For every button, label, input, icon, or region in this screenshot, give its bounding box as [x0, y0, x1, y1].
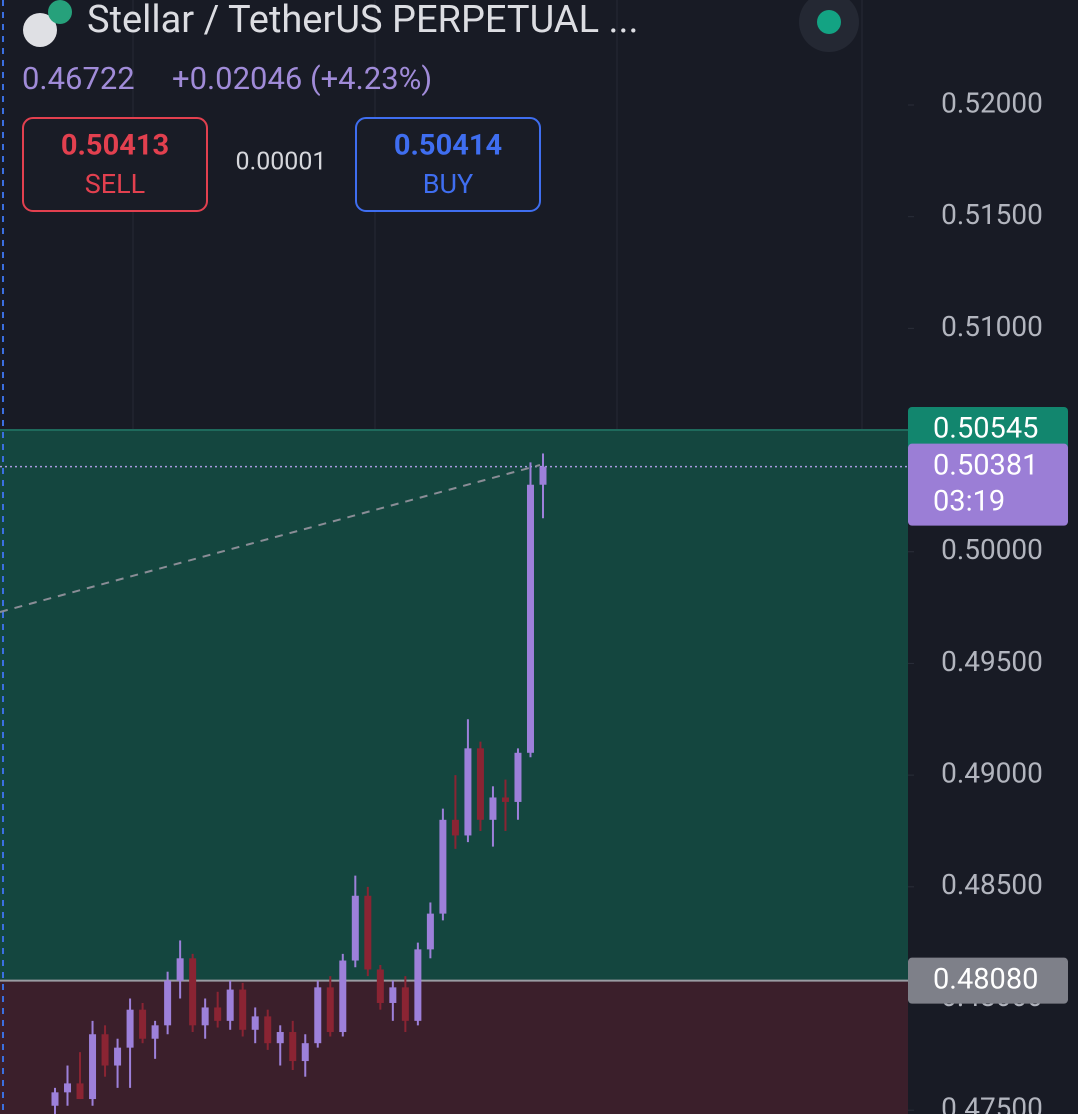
last-price-text: 0.50381 — [933, 448, 1038, 482]
candle-body — [264, 1016, 272, 1044]
profit-zone — [0, 430, 908, 981]
candle-body — [101, 1034, 109, 1066]
price-axis: 0.475000.480000.485000.490000.495000.500… — [908, 0, 1078, 1114]
spread: 0.00001 — [236, 148, 327, 177]
candle-body — [414, 949, 422, 1021]
last-price: 0.46722 — [22, 60, 135, 97]
symbol-title: Stellar / TetherUS PERPETUAL ... — [87, 0, 639, 42]
candle-body — [514, 752, 522, 802]
y-tick-label: 0.49500 — [941, 645, 1043, 678]
candle-body — [439, 819, 447, 914]
candle-body — [301, 1043, 309, 1062]
candle-body — [251, 1016, 259, 1030]
candle-body — [364, 895, 372, 970]
candle-body — [89, 1034, 97, 1100]
candle-body — [139, 1009, 147, 1039]
candle-body — [126, 1009, 134, 1048]
candle-body — [201, 1007, 209, 1026]
trend-line — [0, 464, 541, 613]
axis-bg — [908, 0, 1078, 1114]
y-tick-label: 0.51000 — [941, 310, 1043, 343]
candle-body — [426, 913, 434, 950]
candle-body — [489, 797, 497, 820]
take-profit-text: 0.50545 — [933, 412, 1038, 446]
buy-label: BUY — [423, 168, 474, 200]
candle-body — [389, 987, 397, 1003]
candle-body — [214, 1007, 222, 1021]
y-tick-label: 0.52000 — [941, 86, 1043, 119]
candle-body — [314, 987, 322, 1044]
sell-button[interactable] — [22, 117, 208, 212]
candle-body — [76, 1083, 84, 1100]
candle-body — [189, 958, 197, 1026]
last-price-tag — [908, 443, 1068, 526]
candle-body — [226, 989, 234, 1021]
tether-icon — [48, 0, 72, 24]
buy-button[interactable] — [355, 117, 541, 212]
stop-loss-text: 0.48080 — [933, 962, 1038, 996]
candle-body — [539, 466, 547, 485]
candle-body — [164, 980, 172, 1026]
sell-price: 0.50413 — [61, 129, 169, 163]
loss-zone — [0, 980, 908, 1114]
candle-body — [239, 989, 247, 1030]
candle-body — [376, 969, 384, 1003]
plot — [51, 453, 547, 1114]
candle-body — [339, 960, 347, 1033]
candle-body — [51, 1092, 59, 1106]
candle-body — [151, 1025, 159, 1039]
y-tick-label: 0.49000 — [941, 757, 1043, 790]
price-change: +0.02046 (+4.23%) — [172, 60, 432, 97]
candle-body — [176, 958, 184, 981]
candle-body — [289, 1032, 297, 1062]
y-tick-label: 0.48500 — [941, 868, 1043, 901]
take-profit-tag — [908, 407, 1068, 454]
candle-body — [276, 1032, 284, 1044]
candle-body — [64, 1083, 72, 1093]
coin-icon — [23, 13, 57, 47]
stop-loss-tag — [908, 957, 1068, 1004]
buy-price: 0.50414 — [394, 129, 502, 163]
candle-body — [114, 1047, 122, 1066]
sell-label: SELL — [85, 168, 145, 200]
candle-body — [451, 819, 459, 836]
y-tick-label: 0.47500 — [941, 1092, 1043, 1114]
last-price-text: 03:19 — [933, 484, 1005, 518]
candle-body — [526, 484, 534, 753]
candle-body — [464, 748, 472, 836]
candle-body — [476, 748, 484, 820]
status-dot — [817, 10, 841, 34]
candle-body — [351, 895, 359, 961]
y-tick-label: 0.51500 — [941, 198, 1043, 231]
zones — [0, 429, 908, 1114]
candle-body — [326, 987, 334, 1033]
candle-body — [501, 797, 509, 802]
candle-body — [401, 987, 409, 1021]
header: Stellar / TetherUS PERPETUAL ... 0.46722… — [22, 0, 859, 212]
y-tick-label: 0.50000 — [941, 533, 1043, 566]
